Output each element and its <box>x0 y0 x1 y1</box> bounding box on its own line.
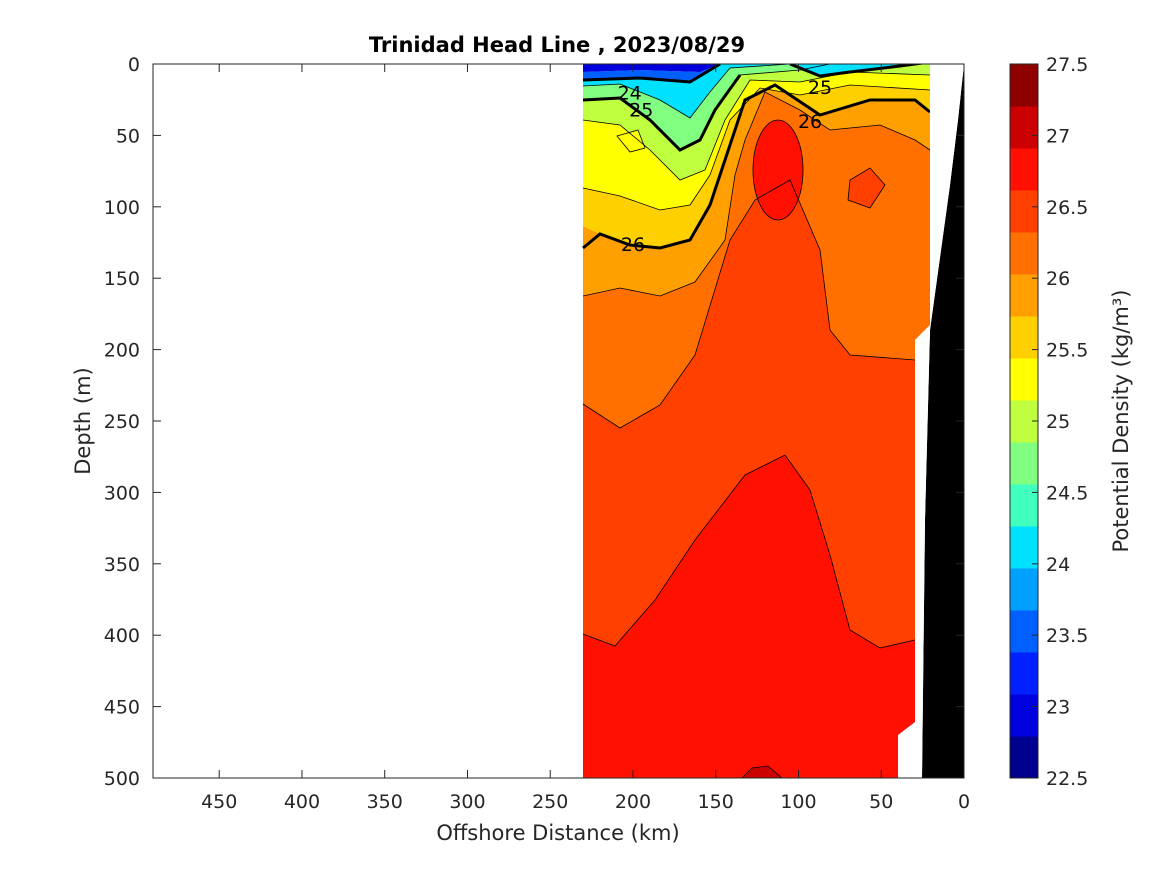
density-region-23 <box>583 64 720 72</box>
density-region-25 <box>583 64 930 180</box>
y-tick-label: 350 <box>104 554 140 576</box>
seafloor <box>922 64 964 778</box>
colorbar-swatch <box>1010 736 1038 779</box>
y-tick-label: 150 <box>104 268 140 290</box>
density-eddy-offshore <box>617 130 645 152</box>
density-core-mid <box>753 120 803 220</box>
colorbar-tick-label: 23.5 <box>1046 625 1088 647</box>
colorbar-tick-label: 26 <box>1046 268 1070 290</box>
x-tick-label: 450 <box>201 791 237 813</box>
colorbar-swatch <box>1010 568 1038 611</box>
colorbar-swatch <box>1010 190 1038 233</box>
colorbar-swatch <box>1010 484 1038 527</box>
density-region-27 <box>583 455 915 778</box>
contour-label: 26 <box>798 111 822 133</box>
contour-label: 24 <box>618 83 642 105</box>
colorbar-tick-label: 24 <box>1046 554 1070 576</box>
x-tick-label: 0 <box>958 791 970 813</box>
colorbar-tick-label: 23 <box>1046 697 1070 719</box>
contour-label: 25 <box>629 100 653 122</box>
x-tick-label: 150 <box>698 791 734 813</box>
colorbar-swatch <box>1010 694 1038 737</box>
colorbar-swatch <box>1010 274 1038 317</box>
density-region-25-75 <box>583 85 930 248</box>
colorbar-tick-label: 26.5 <box>1046 197 1088 219</box>
colorbar-swatch <box>1010 316 1038 359</box>
contour-label: 26 <box>621 234 645 256</box>
y-tick-label: 450 <box>104 697 140 719</box>
colorbar-swatch <box>1010 526 1038 569</box>
x-tick-label: 300 <box>449 791 485 813</box>
x-tick-label: 250 <box>532 791 568 813</box>
colorbar-swatch <box>1010 232 1038 275</box>
colorbar: 27.5 27 26.5 26 25.5 25 24.5 24 23.5 23 22.5 <box>1009 54 1088 790</box>
colorbar-tick-label: 27.5 <box>1046 54 1088 76</box>
colorbar-swatch <box>1010 610 1038 653</box>
colorbar-swatch <box>1010 148 1038 191</box>
colorbar-label: Potential Density (kg/m³) <box>1109 289 1133 552</box>
colorbar-swatch <box>1010 358 1038 401</box>
colorbar-tick-label: 24.5 <box>1046 482 1088 504</box>
colorbar-swatch <box>1010 106 1038 149</box>
density-region-26-5 <box>583 92 930 428</box>
y-tick-label: 400 <box>104 625 140 647</box>
density-bottom-patch <box>742 766 782 778</box>
chart-title: Trinidad Head Line , 2023/08/29 <box>369 33 745 57</box>
y-axis: 0 50 100 150 200 250 300 350 400 450 500 <box>104 54 964 790</box>
colorbar-tick-label: 22.5 <box>1046 768 1088 790</box>
y-tick-label: 500 <box>104 768 140 790</box>
colorbar-tick-label: 27 <box>1046 125 1070 147</box>
y-tick-label: 0 <box>128 54 140 76</box>
contour-label: 25 <box>808 77 832 99</box>
density-region-25-5 <box>583 72 930 210</box>
density-region-24-5 <box>583 64 800 118</box>
y-tick-label: 50 <box>116 125 140 147</box>
labeled-contours <box>582 64 931 250</box>
density-eddy-shore <box>848 168 885 208</box>
y-tick-label: 300 <box>104 482 140 504</box>
y-axis-label: Depth (m) <box>71 367 95 474</box>
colorbar-swatch <box>1010 442 1038 485</box>
contour-fill <box>582 64 931 778</box>
x-tick-label: 100 <box>780 791 816 813</box>
no-data-shore <box>898 64 964 778</box>
density-region-26-75 <box>583 180 915 648</box>
x-tick-label: 350 <box>367 791 403 813</box>
x-tick-label: 400 <box>284 791 320 813</box>
x-axis-label: Offshore Distance (km) <box>436 821 679 845</box>
y-tick-label: 250 <box>104 411 140 433</box>
x-tick-label: 200 <box>615 791 651 813</box>
x-axis: 450 400 350 300 250 200 150 100 50 0 <box>201 64 970 813</box>
colorbar-tick-label: 25.5 <box>1046 340 1088 362</box>
colorbar-swatch <box>1010 64 1038 107</box>
density-region-24-75 <box>583 64 930 150</box>
x-tick-label: 50 <box>869 791 893 813</box>
colorbar-tick-label: 25 <box>1046 411 1070 433</box>
colorbar-swatch <box>1010 652 1038 695</box>
y-tick-label: 100 <box>104 197 140 219</box>
density-region-26 <box>583 85 930 296</box>
y-tick-label: 200 <box>104 340 140 362</box>
